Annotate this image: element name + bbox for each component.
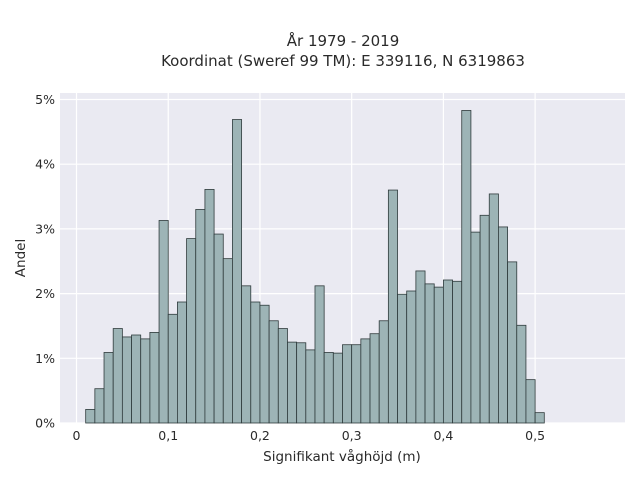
histogram-bar xyxy=(415,270,426,424)
histogram-bar xyxy=(158,220,169,424)
histogram-bar xyxy=(442,279,453,424)
histogram-bar xyxy=(149,332,160,424)
histogram-bar xyxy=(250,301,261,424)
histogram-bar xyxy=(387,189,398,424)
histogram-bar xyxy=(204,189,215,424)
histogram-bar xyxy=(287,341,298,424)
histogram-bar xyxy=(461,110,472,424)
histogram-bar xyxy=(452,280,463,424)
x-tick-label: 0,2 xyxy=(250,428,270,443)
histogram-bar xyxy=(103,352,114,424)
histogram-bar xyxy=(397,293,408,424)
y-tick-label: 1% xyxy=(35,351,55,366)
y-tick-label: 2% xyxy=(35,286,55,301)
x-tick-label: 0,4 xyxy=(433,428,453,443)
histogram-bar xyxy=(314,285,325,424)
histogram-bar xyxy=(94,388,105,424)
x-axis-ticks: 0 0,1 0,2 0,3 0,4 0,5 xyxy=(73,428,546,443)
histogram-bar xyxy=(332,352,343,424)
histogram-bar xyxy=(268,320,279,424)
x-tick-label: 0,3 xyxy=(342,428,362,443)
y-tick-label: 4% xyxy=(35,157,55,172)
histogram-bar xyxy=(323,352,334,424)
histogram-bar xyxy=(378,320,389,424)
x-tick-label: 0,1 xyxy=(158,428,178,443)
histogram-bar xyxy=(516,324,527,424)
histogram-bar xyxy=(177,301,187,424)
histogram-bar xyxy=(277,328,288,424)
chart-title-line-2: Koordinat (Sweref 99 TM): E 339116, N 63… xyxy=(161,52,525,70)
histogram-bar xyxy=(498,226,508,424)
histogram-bar xyxy=(351,344,362,424)
x-tick-label: 0,5 xyxy=(525,428,545,443)
histogram-bar xyxy=(167,313,178,424)
y-axis-label: Andel xyxy=(13,239,29,277)
histogram-bar xyxy=(241,285,252,424)
histogram-bar xyxy=(232,119,243,424)
histogram-bar xyxy=(369,333,380,424)
histogram-bar xyxy=(121,336,132,424)
histogram-bar xyxy=(112,328,123,424)
y-axis-ticks: 0% 1% 2% 3% 4% 5% xyxy=(35,92,55,431)
histogram-bar xyxy=(534,412,545,424)
histogram-bar xyxy=(525,379,536,424)
histogram-bar xyxy=(186,238,197,424)
histogram-bar xyxy=(195,209,206,424)
histogram-bar xyxy=(213,233,224,424)
histogram-bar xyxy=(342,344,353,424)
y-tick-label: 3% xyxy=(35,221,55,236)
histogram-bar xyxy=(222,258,233,424)
x-axis-label: Signifikant våghöjd (m) xyxy=(263,448,421,465)
histogram-bar xyxy=(406,290,417,424)
histogram-bar xyxy=(296,342,307,424)
histogram-bar xyxy=(85,409,96,424)
histogram-bar xyxy=(424,283,435,424)
histogram-bar xyxy=(140,338,151,424)
histogram-bar xyxy=(131,334,142,424)
histogram-bar xyxy=(360,338,371,424)
histogram-bar xyxy=(488,193,499,424)
histogram-bar xyxy=(479,214,490,424)
histogram-bar xyxy=(305,349,316,424)
histogram-bar xyxy=(433,286,444,424)
histogram-bars xyxy=(85,110,545,424)
histogram-bar xyxy=(507,261,518,424)
y-tick-label: 5% xyxy=(35,92,55,107)
chart-title-line-1: År 1979 - 2019 xyxy=(287,31,400,50)
x-tick-label: 0 xyxy=(73,428,81,443)
histogram-bar xyxy=(259,304,270,424)
y-tick-label: 0% xyxy=(35,416,55,431)
histogram-bar xyxy=(470,231,481,424)
